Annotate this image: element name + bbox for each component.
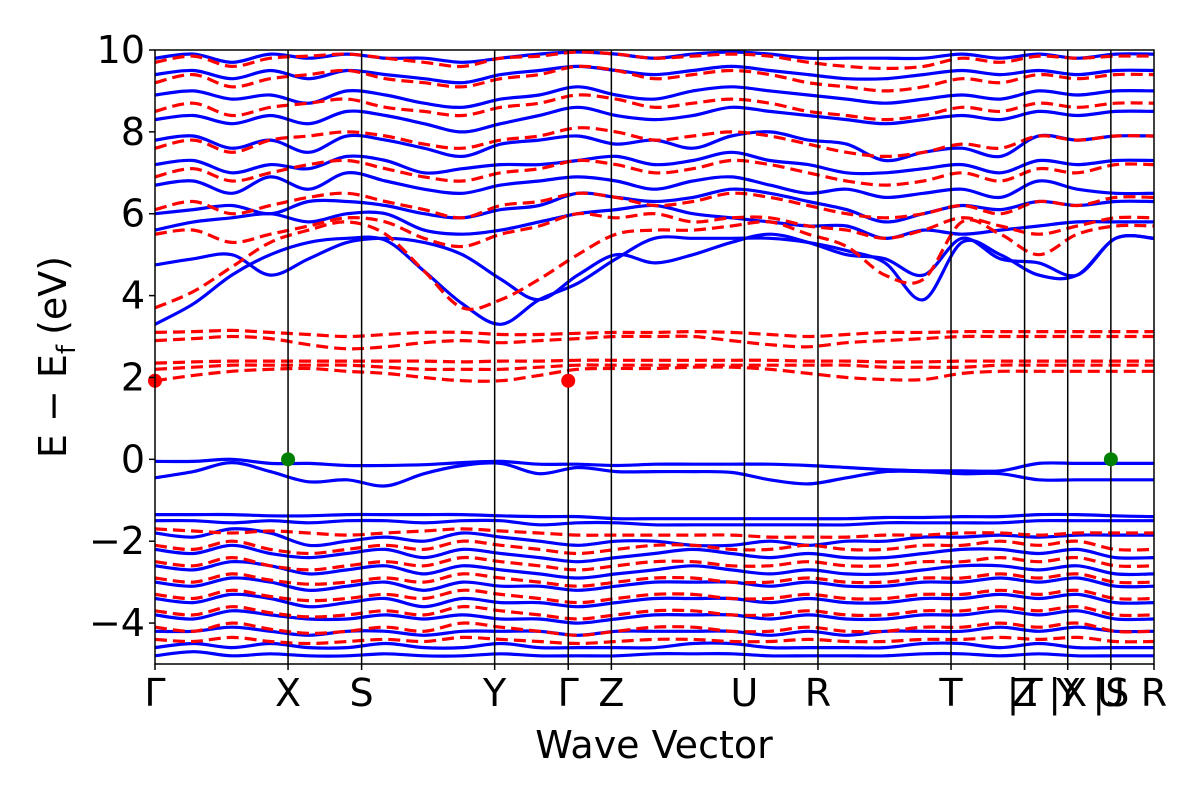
band-line-red-conduction-0 <box>155 365 1154 383</box>
band-line-blue-valence-7 <box>155 576 1154 592</box>
plot-frame <box>154 49 1155 665</box>
x-tick-label: |S <box>1092 671 1129 716</box>
x-tick-label: Z <box>1012 671 1038 715</box>
band-line-blue-conduction-4 <box>155 171 1154 200</box>
band-line-blue-valence-2 <box>155 512 1154 521</box>
band-line-red-valence-1 <box>155 539 1154 556</box>
y-axis-label-subscript: f <box>52 344 82 354</box>
vbm-marker <box>281 452 296 467</box>
y-axis-label: E − Ef (eV) <box>31 256 82 458</box>
band-line-blue-conduction-7 <box>155 105 1154 134</box>
y-axis-label-unit: (eV) <box>31 256 75 335</box>
band-line-red-conduction-11 <box>155 64 1154 93</box>
x-tick-label: R <box>1141 671 1167 715</box>
band-line-red-conduction-6 <box>155 211 1154 249</box>
band-line-red-conduction-10 <box>155 93 1154 122</box>
band-line-blue-valence-11 <box>155 641 1154 650</box>
x-tick-label: X <box>275 671 301 715</box>
band-line-red-conduction-1 <box>155 363 1154 372</box>
band-line-blue-valence-6 <box>155 559 1154 580</box>
x-axis-label: Wave Vector <box>535 723 773 767</box>
marker-layer <box>148 373 1118 467</box>
x-tick-label: S <box>350 671 374 715</box>
band-line-red-conduction-2 <box>155 358 1154 365</box>
band-line-blue-valence-8 <box>155 592 1154 609</box>
band-line-red-valence-5 <box>155 605 1154 621</box>
band-line-blue-valence-9 <box>155 609 1154 625</box>
x-ticks: Γ X S Y Γ Z U R T Z|T Y|X U|S R <box>144 664 1167 716</box>
band-line-blue-valence-12 <box>155 650 1154 658</box>
band-line-blue-conduction-5 <box>155 150 1154 176</box>
band-line-blue-valence-4 <box>155 527 1154 548</box>
y-tick-label: 4 <box>121 274 145 318</box>
y-tick-label: 0 <box>121 437 145 481</box>
vbm-marker <box>1103 452 1118 467</box>
band-line-red-conduction-8 <box>155 158 1154 187</box>
y-tick-label: 8 <box>121 110 145 154</box>
cbm-marker <box>561 373 576 388</box>
band-line-red-conduction-4 <box>155 328 1154 339</box>
band-line-red-conduction-5 <box>155 218 1154 311</box>
x-tick-label: Y <box>482 671 507 715</box>
x-tick-label: Z <box>598 671 624 715</box>
x-tick-label: Γ <box>558 671 579 715</box>
x-tick-label: R <box>805 671 831 715</box>
band-line-blue-conduction-9 <box>155 64 1154 85</box>
band-line-red-conduction-3 <box>155 334 1154 351</box>
kpoint-lines-layer <box>287 50 1112 664</box>
y-tick-label: 6 <box>121 192 145 236</box>
y-tick-label: 10 <box>97 28 145 72</box>
x-tick-label: U <box>730 671 758 715</box>
band-line-red-valence-0 <box>155 527 1154 539</box>
x-tick-label: |T <box>1007 671 1044 716</box>
y-axis-label-main: E − E <box>31 354 75 458</box>
band-line-blue-conduction-3 <box>155 187 1154 224</box>
band-line-red-valence-3 <box>155 572 1154 588</box>
x-tick-label: U <box>1097 671 1125 715</box>
x-tick-label: Y <box>1055 671 1080 715</box>
band-line-red-conduction-9 <box>155 126 1154 159</box>
band-line-red-valence-6 <box>155 621 1154 637</box>
x-tick-label: |X <box>1048 671 1087 716</box>
x-tick-label: Γ <box>144 671 165 715</box>
x-tick-label: T <box>938 671 963 715</box>
band-line-blue-valence-5 <box>155 543 1154 564</box>
band-line-red-conduction-7 <box>155 191 1154 220</box>
y-tick-label: 2 <box>121 355 145 399</box>
band-line-blue-valence-1 <box>155 460 1154 488</box>
band-line-red-valence-7 <box>155 635 1154 646</box>
y-ticks: −4 −2 0 2 4 6 8 10 <box>89 28 155 645</box>
band-line-blue-conduction-0 <box>155 234 1154 326</box>
band-line-blue-valence-0 <box>155 457 1154 473</box>
band-line-red-valence-4 <box>155 588 1154 605</box>
y-tick-label: −2 <box>89 519 145 563</box>
band-line-blue-valence-3 <box>155 518 1154 527</box>
y-tick-label: −4 <box>89 601 145 645</box>
band-line-blue-conduction-1 <box>155 232 1154 302</box>
band-line-red-valence-2 <box>155 555 1154 572</box>
band-line-red-conduction-12 <box>155 50 1154 71</box>
bands-layer <box>155 50 1154 658</box>
